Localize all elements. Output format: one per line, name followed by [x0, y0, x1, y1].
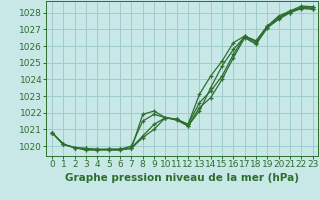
X-axis label: Graphe pression niveau de la mer (hPa): Graphe pression niveau de la mer (hPa) [65, 173, 300, 183]
